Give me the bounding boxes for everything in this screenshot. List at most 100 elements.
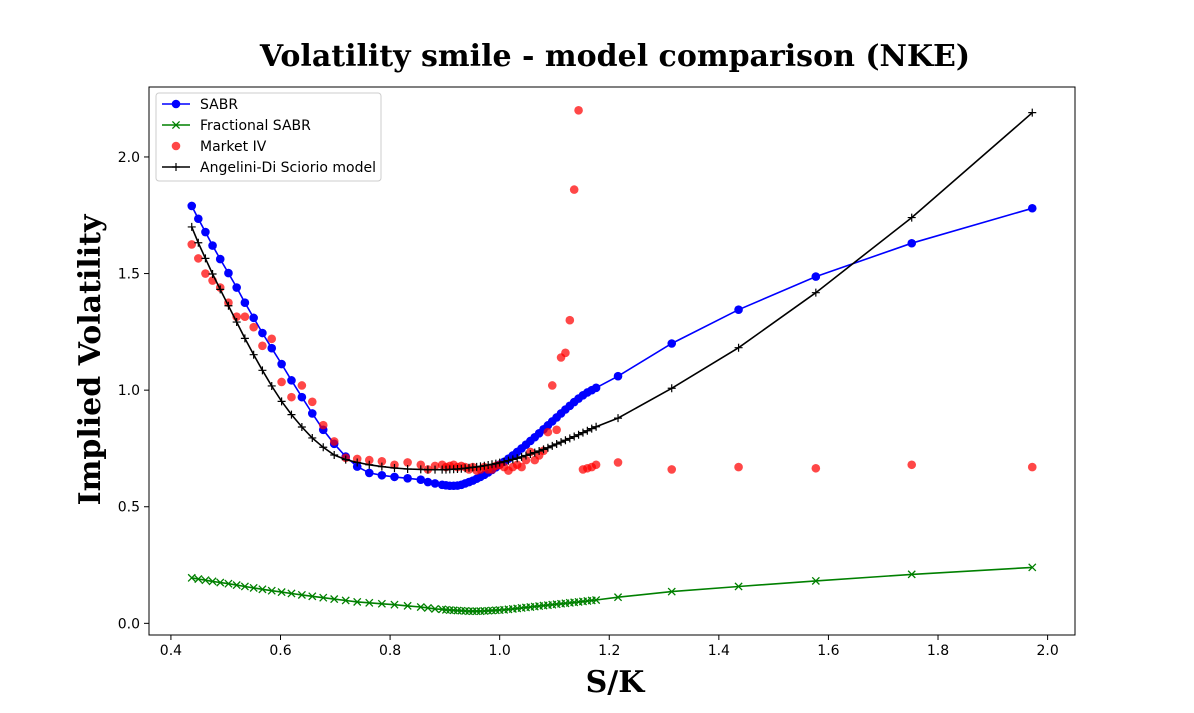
data-point-market-iv <box>547 381 557 390</box>
data-point-fractional-sabr <box>232 581 241 590</box>
y-tick-label: 2.0 <box>118 150 140 166</box>
data-point-fractional-sabr <box>341 596 350 605</box>
data-point-sabr <box>194 214 203 224</box>
data-point-sabr <box>811 272 821 281</box>
data-point-angelini-di-sciorio-model <box>521 451 530 460</box>
data-point-market-iv <box>249 322 258 332</box>
data-point-sabr <box>734 305 743 314</box>
data-point-sabr <box>240 298 250 308</box>
data-point-market-iv <box>521 455 531 465</box>
data-point-sabr <box>232 283 241 292</box>
data-point-fractional-sabr <box>613 593 623 602</box>
data-point-market-iv <box>543 427 553 437</box>
y-tick-label: 0.5 <box>118 500 140 516</box>
data-point-angelini-di-sciorio-model <box>491 459 500 468</box>
data-point-market-iv <box>329 437 339 446</box>
data-point-angelini-di-sciorio-model <box>1028 108 1037 117</box>
data-point-market-iv <box>569 185 579 194</box>
x-tick-label: 1.6 <box>817 643 839 659</box>
data-point-angelini-di-sciorio-model <box>578 428 587 437</box>
x-tick-label: 2.0 <box>1036 643 1058 659</box>
data-point-angelini-di-sciorio-model <box>201 254 210 263</box>
x-axis-label: S/K <box>586 665 646 700</box>
data-point-angelini-di-sciorio-model <box>667 384 676 393</box>
data-point-sabr <box>215 254 225 264</box>
axes-frame <box>148 86 1076 636</box>
data-point-fractional-sabr <box>667 587 676 596</box>
data-point-angelini-di-sciorio-model <box>565 434 574 443</box>
data-point-fractional-sabr <box>377 599 386 608</box>
data-point-market-iv <box>318 420 328 430</box>
legend-marker-fractional-sabr <box>171 120 181 130</box>
data-point-fractional-sabr <box>472 607 481 616</box>
data-point-sabr <box>390 472 399 482</box>
data-point-market-iv <box>287 392 296 402</box>
data-point-market-iv <box>201 269 210 278</box>
data-point-market-iv <box>591 460 601 470</box>
data-point-fractional-sabr <box>277 588 286 597</box>
data-point-fractional-sabr <box>416 602 425 612</box>
legend-marker-angelini-di-sciorio-model <box>172 163 180 171</box>
data-point-angelini-di-sciorio-model <box>504 456 513 465</box>
data-point-fractional-sabr <box>365 598 374 607</box>
data-point-sabr <box>249 313 258 323</box>
x-tick-label: 1.2 <box>598 643 620 659</box>
data-point-angelini-di-sciorio-model <box>308 433 317 442</box>
data-point-sabr <box>667 339 677 348</box>
data-point-angelini-di-sciorio-model <box>543 443 552 452</box>
data-point-market-iv <box>258 341 267 351</box>
data-point-fractional-sabr <box>403 601 412 610</box>
data-point-sabr <box>208 241 217 250</box>
x-tick-label: 0.8 <box>379 643 401 659</box>
data-point-angelini-di-sciorio-model <box>319 443 328 452</box>
data-point-fractional-sabr <box>330 595 339 604</box>
data-point-sabr <box>297 392 307 402</box>
data-point-angelini-di-sciorio-model <box>216 285 225 294</box>
legend-label-fractional-sabr: Fractional SABR <box>200 118 311 134</box>
axes: 0.4 0.6 0.8 1.0 1.2 1.4 1.6 1.8 2.0 0.0 0.5 1.0 1.5 2… <box>118 86 1076 659</box>
data-point-angelini-di-sciorio-model <box>341 455 350 464</box>
data-point-fractional-sabr <box>390 600 399 609</box>
y-axis-label: Implied Volatility <box>73 213 108 505</box>
data-point-fractional-sabr <box>267 586 276 595</box>
data-point-angelini-di-sciorio-model <box>224 301 233 310</box>
data-point-sabr <box>364 468 374 478</box>
data-point-market-iv <box>297 381 307 390</box>
data-point-angelini-di-sciorio-model <box>423 465 432 474</box>
data-point-market-iv <box>811 463 821 473</box>
data-point-fractional-sabr <box>201 576 210 585</box>
legend-label-sabr: SABR <box>200 97 238 113</box>
data-point-angelini-di-sciorio-model <box>208 270 217 279</box>
data-point-market-iv <box>307 397 317 407</box>
data-point-angelini-di-sciorio-model <box>614 414 623 423</box>
data-point-fractional-sabr <box>194 574 203 584</box>
series-angelini-di-sciorio-model <box>187 108 1037 474</box>
plot-series-group <box>187 106 1037 616</box>
data-point-sabr <box>352 462 362 471</box>
data-point-fractional-sabr <box>224 579 233 588</box>
data-point-angelini-di-sciorio-model <box>548 441 557 450</box>
data-point-market-iv <box>240 312 250 321</box>
data-point-market-iv <box>364 455 374 465</box>
data-point-market-iv <box>561 348 570 358</box>
data-point-angelini-di-sciorio-model <box>508 455 517 464</box>
data-point-market-iv <box>377 456 387 466</box>
data-point-fractional-sabr <box>287 589 296 598</box>
y-tick-label: 0.0 <box>118 616 140 632</box>
data-point-market-iv <box>552 425 561 435</box>
data-point-market-iv <box>574 106 583 115</box>
legend-label-angelini-di-sciorio-model: Angelini-Di Sciorio model <box>200 160 376 176</box>
data-point-sabr <box>187 201 197 211</box>
data-point-fractional-sabr <box>811 576 820 585</box>
data-point-market-iv <box>1027 462 1037 472</box>
data-point-angelini-di-sciorio-model <box>377 462 386 471</box>
data-point-sabr <box>907 238 917 248</box>
data-point-angelini-di-sciorio-model <box>480 461 489 470</box>
data-point-angelini-di-sciorio-model <box>513 454 522 463</box>
x-tick-label: 0.4 <box>160 643 182 659</box>
data-point-fractional-sabr <box>907 570 916 579</box>
data-point-angelini-di-sciorio-model <box>530 448 539 457</box>
data-point-angelini-di-sciorio-model <box>330 450 339 459</box>
data-point-sabr <box>287 376 296 385</box>
data-point-fractional-sabr <box>240 582 249 591</box>
